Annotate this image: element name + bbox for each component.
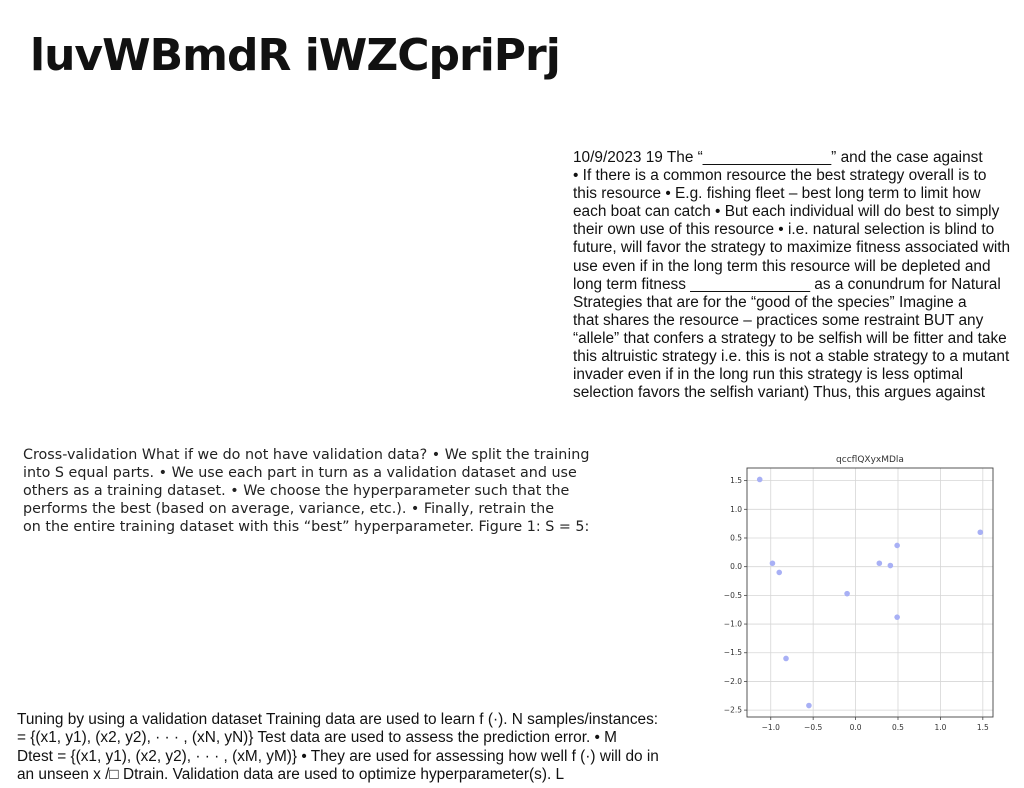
altruism-text-block: 10/9/2023 19 The “_______________” and t… [573, 149, 1024, 402]
x-tick-label: 1.5 [977, 723, 989, 732]
text-line: • If there is a common resource the best… [573, 167, 987, 185]
x-tick-label: 0.0 [850, 723, 862, 732]
data-point [894, 614, 900, 620]
x-tick-label: 1.0 [934, 723, 946, 732]
text-line: Cross-validation What if we do not have … [23, 447, 590, 463]
y-tick-label: 0.0 [730, 562, 742, 571]
page-title: luvWBmdR iWZCpriPrj [30, 30, 561, 81]
validation-tuning-text-block: Tuning by using a validation dataset Tra… [17, 711, 687, 784]
plot-frame [746, 467, 994, 718]
text-line: on the entire training dataset with this… [23, 519, 590, 535]
data-point [844, 590, 850, 597]
text-line: 10/9/2023 19 The “_______________” and t… [573, 149, 983, 166]
text-line: use even if in the long term this resour… [573, 257, 991, 275]
text-line: future, will favor the strategy to maxim… [573, 239, 1011, 257]
text-line: their own use of this resource • i.e. na… [573, 221, 995, 239]
data-point [783, 655, 789, 662]
text-line: selection favors the selfish variant) Th… [573, 384, 986, 402]
text-line: this altruistic strategy i.e. this is no… [573, 348, 1010, 366]
y-tick-label: 1.5 [730, 476, 742, 485]
y-tick-label: 1.0 [730, 505, 742, 514]
chart-title: qccflQXyxMDla [836, 455, 904, 465]
text-line: Dtest = {(x1, y1), (x2, y2), · · · , (xM… [17, 747, 659, 765]
data-point [887, 562, 894, 569]
text-line: “allele” that confers a strategy to be s… [573, 329, 1007, 347]
text-line: long term fitness ______________ as a co… [573, 275, 1001, 293]
x-tick-label: 0.5 [892, 723, 904, 732]
data-point [977, 529, 984, 536]
data-point [769, 560, 776, 567]
text-line: performs the best (based on average, var… [23, 501, 555, 517]
text-line: others as a training dataset. • We choos… [23, 483, 570, 499]
y-tick-label: −1.0 [724, 620, 742, 629]
y-tick-label: −2.5 [724, 706, 742, 715]
cross-validation-text-block: Cross-validation What if we do not have … [23, 446, 593, 536]
text-line: Tuning by using a validation dataset Tra… [17, 711, 659, 728]
data-point [776, 569, 783, 576]
y-tick-label: 0.5 [730, 533, 742, 542]
text-line: that shares the resource – practices som… [573, 311, 984, 329]
data-point [894, 542, 900, 549]
text-line: an unseen x /□ Dtrain. Validation data a… [17, 765, 565, 783]
text-line: into S equal parts. • We use each part i… [23, 465, 577, 481]
data-point [756, 476, 763, 483]
text-line: each boat can catch • But each individua… [573, 203, 1000, 221]
text-line: this resource • E.g. fishing fleet – bes… [573, 185, 981, 203]
text-line: invader even if in the long run this str… [573, 366, 964, 384]
y-tick-label: −1.5 [724, 648, 742, 657]
scatter-figure: qccflQXyxMDla −1.0 −0.5 0.0 0.5 1.0 1.5 1.5 1.0 0… [712, 448, 1006, 740]
y-tick-label: −0.5 [724, 591, 742, 600]
data-point [876, 560, 883, 567]
x-tick-label: −0.5 [804, 723, 822, 732]
scatter-chart: qccflQXyxMDla −1.0 −0.5 0.0 0.5 1.0 1.5 1.5 1.0 0… [724, 455, 994, 732]
x-tick-label: −1.0 [762, 723, 780, 732]
y-tick-label: −2.0 [724, 677, 742, 686]
text-line: = {(x1, y1), (x2, y2), · · · , (xN, yN)}… [17, 729, 618, 747]
data-point [806, 702, 812, 709]
text-line: Strategies that are for the “good of the… [573, 293, 967, 311]
